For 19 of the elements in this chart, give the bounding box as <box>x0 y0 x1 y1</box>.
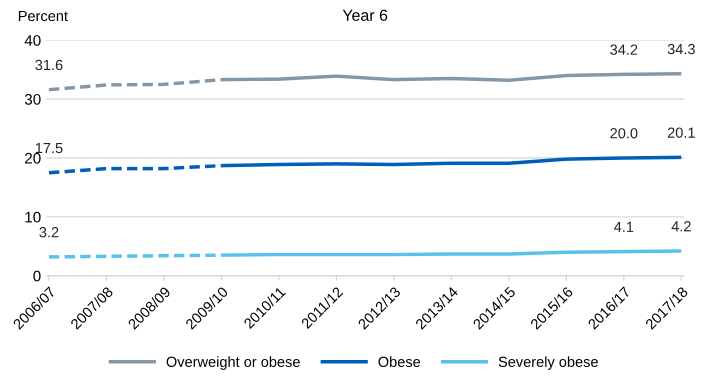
data-label: 34.3 <box>668 44 695 54</box>
legend-label: Severely obese <box>498 356 598 370</box>
data-label: 31.6 <box>35 60 63 70</box>
data-label: 34.2 <box>610 44 638 55</box>
legend-label: Overweight or obese <box>166 356 300 370</box>
y-tick-label: 40 <box>24 35 41 46</box>
y-tick-label: 20 <box>25 152 41 164</box>
legend-label: Obese <box>378 356 420 367</box>
y-tick-label: 30 <box>24 94 41 105</box>
chart-title: Year 6 <box>342 10 388 21</box>
y-tick-label: 10 <box>25 212 41 223</box>
y-axis-title: Percent <box>18 10 68 22</box>
data-label: 4.1 <box>614 222 634 232</box>
data-label: 4.2 <box>672 221 691 232</box>
y-tick-label: 0 <box>33 270 41 282</box>
data-label: 17.5 <box>36 142 63 154</box>
data-label: 20.1 <box>668 128 695 138</box>
data-label: 3.2 <box>39 227 58 238</box>
data-label: 20.0 <box>610 128 638 138</box>
